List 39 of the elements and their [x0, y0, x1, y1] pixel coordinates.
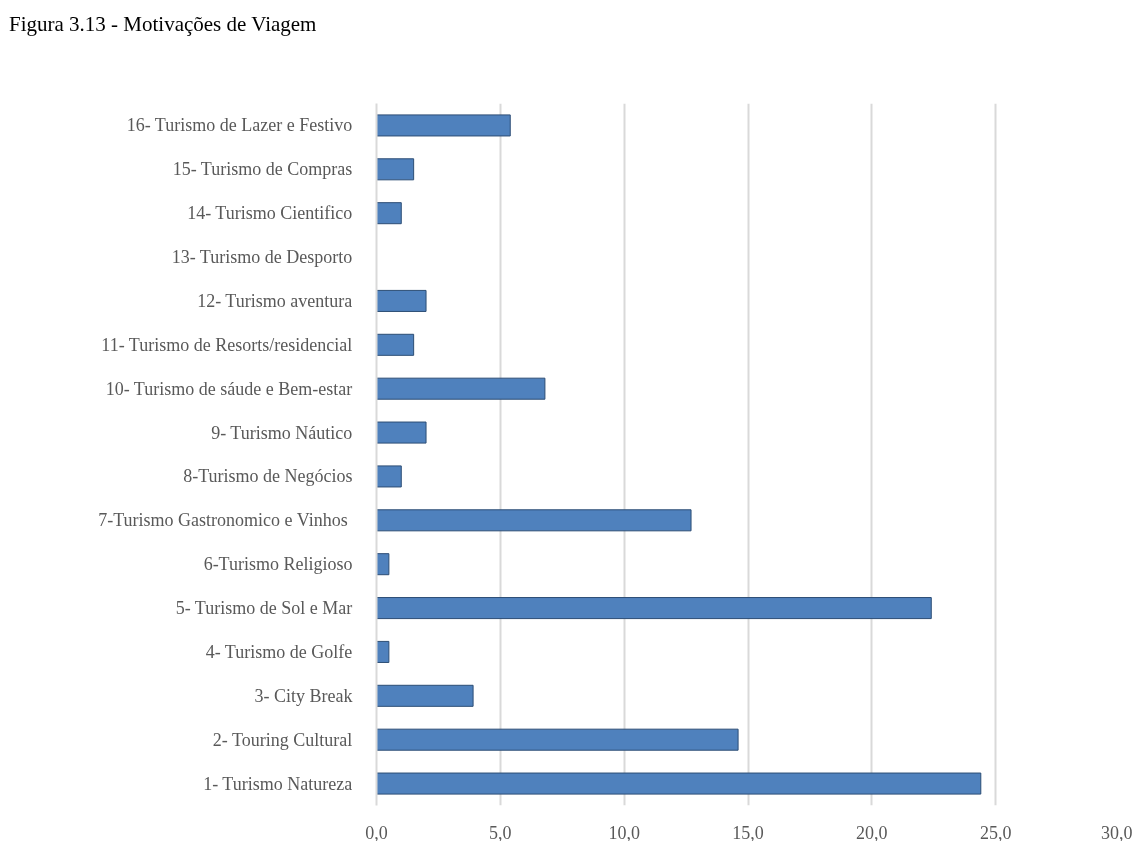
y-tick-label: 10- Turismo de sáude e Bem-estar: [105, 378, 353, 399]
y-tick-label: 11- Turismo de Resorts/residencial: [101, 334, 353, 355]
y-tick-label: 9- Turismo Náutico: [211, 422, 353, 443]
y-tick-label: 13- Turismo de Desporto: [171, 247, 353, 268]
y-tick-label: 1- Turismo Natureza: [203, 773, 353, 794]
bar: [376, 772, 982, 795]
bar: [376, 684, 474, 707]
x-tick-label: 30,0: [1101, 822, 1132, 841]
y-tick-label: 4- Turismo de Golfe: [205, 641, 353, 662]
x-tick-label: 10,0: [608, 822, 640, 841]
y-tick-label: 3- City Break: [254, 685, 353, 706]
y-tick-label: 15- Turismo de Compras: [172, 159, 353, 180]
bar: [376, 202, 402, 225]
bar: [376, 377, 546, 400]
bar: [376, 640, 390, 663]
y-tick-label: 14- Turismo Cientifico: [187, 203, 353, 224]
bar: [376, 421, 427, 444]
bar: [376, 465, 402, 488]
y-tick-label: 12- Turismo aventura: [197, 290, 353, 311]
text: Figura 3.13 - Motivações de Viagem: [9, 11, 317, 38]
x-tick-label: 0,0: [365, 822, 388, 841]
y-tick-label: 6-Turismo Religioso: [203, 554, 353, 575]
bar: [376, 289, 427, 312]
bar: [376, 114, 511, 137]
y-tick-label: 8-Turismo de Negócios: [183, 466, 353, 487]
bar: [376, 728, 739, 751]
bar: [376, 158, 415, 181]
bar: [376, 509, 692, 532]
y-tick-label: 16- Turismo de Lazer e Festivo: [126, 115, 353, 136]
x-tick-label: 5,0: [489, 822, 512, 841]
bar: [376, 597, 932, 620]
y-tick-label: 7-Turismo Gastronomico e Vinhos: [98, 510, 348, 531]
x-tick-label: 15,0: [732, 822, 764, 841]
bar: [376, 333, 415, 356]
x-tick-label: 25,0: [979, 822, 1012, 841]
y-tick-label: 2- Touring Cultural: [212, 729, 353, 750]
y-tick-label: 5- Turismo de Sol e Mar: [175, 598, 353, 619]
bar: [376, 553, 390, 576]
x-tick-label: 20,0: [856, 822, 888, 841]
